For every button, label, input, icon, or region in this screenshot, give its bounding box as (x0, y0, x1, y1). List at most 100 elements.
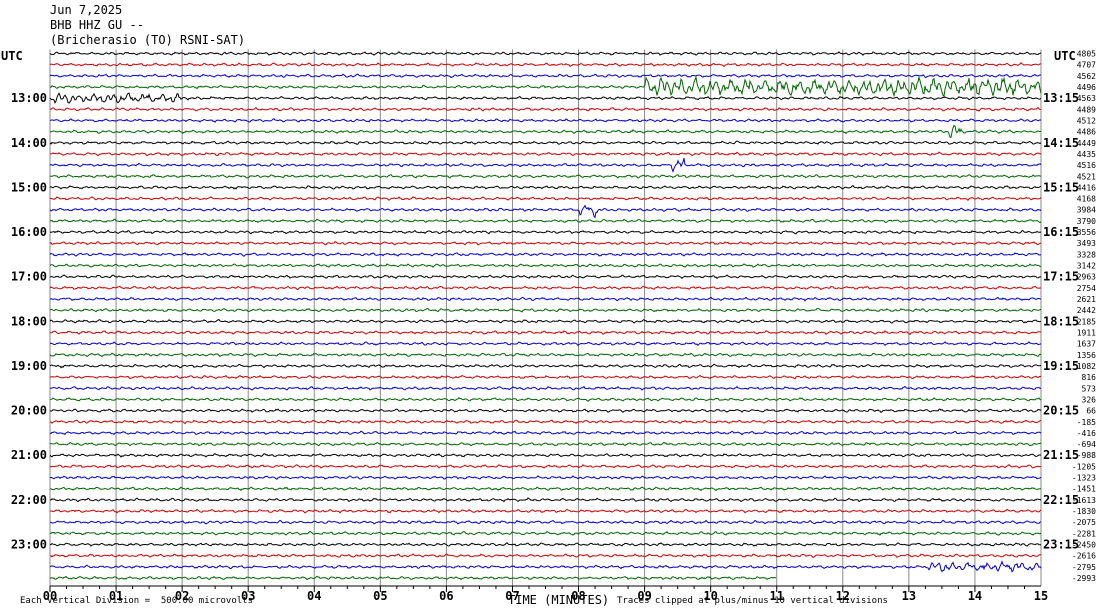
trace-offset-label: 3790 (1077, 217, 1096, 226)
x-tick-label: 07 (505, 589, 519, 603)
x-tick-label: 15 (1034, 589, 1048, 603)
seismic-trace (49, 352, 1042, 358)
seismic-trace (49, 274, 1041, 280)
left-hour-label: 16:00 (11, 225, 47, 239)
trace-offset-label: 1082 (1077, 362, 1096, 371)
seismic-trace (49, 263, 1041, 268)
trace-offset-label: -1830 (1072, 507, 1096, 516)
left-hour-label: 15:00 (11, 180, 47, 194)
trace-offset-label: 1637 (1077, 340, 1096, 349)
seismic-trace (49, 204, 1042, 219)
seismic-trace (49, 575, 777, 581)
trace-offset-label: 2621 (1077, 295, 1096, 304)
left-hour-label: 23:00 (11, 538, 47, 552)
right-hour-label: 15:15 (1043, 180, 1079, 194)
right-hour-label: 23:15 (1043, 538, 1079, 552)
trace-offset-label: 4521 (1077, 172, 1096, 181)
x-tick-label: 10 (703, 589, 717, 603)
trace-offset-label: -2281 (1072, 529, 1096, 538)
right-hour-label: 14:15 (1043, 136, 1079, 150)
right-hour-label: 16:15 (1043, 225, 1079, 239)
trace-offset-label: 2963 (1077, 273, 1096, 282)
seismic-trace (49, 363, 1042, 369)
x-tick-label: 08 (571, 589, 585, 603)
trace-offset-label: -185 (1077, 418, 1096, 427)
seismic-trace (49, 124, 1042, 138)
left-hour-label: 17:00 (11, 270, 47, 284)
seismic-trace (49, 73, 1042, 79)
trace-offset-label: -1323 (1072, 474, 1096, 483)
seismic-trace (49, 118, 1041, 123)
x-tick-label: 03 (241, 589, 255, 603)
left-hour-label: 20:00 (11, 404, 47, 418)
trace-offset-label: 4512 (1077, 116, 1096, 125)
seismic-trace (49, 408, 1042, 414)
trace-offset-label: -1451 (1072, 485, 1096, 494)
trace-layer (49, 50, 1042, 581)
seismic-trace (50, 385, 1042, 391)
seismic-trace (50, 508, 1042, 514)
label-layer: 00 01 02 03 04 05 06 07 08 09 10 11 12 13 14 15 4805 4707… (1, 49, 1096, 603)
trace-offset-label: 2754 (1077, 284, 1096, 293)
seismic-trace (49, 430, 1042, 436)
seismic-trace (49, 419, 1042, 425)
trace-offset-label: -694 (1077, 440, 1096, 449)
seismic-trace (49, 196, 1042, 202)
left-hour-label: 18:00 (11, 314, 47, 328)
header-channel: BHB HHZ GU -- (50, 18, 144, 32)
left-hour-label: 22:00 (11, 493, 47, 507)
x-tick-label: 06 (439, 589, 453, 603)
seismic-trace (49, 486, 1041, 492)
seismic-trace (49, 396, 1042, 402)
trace-offset-label: 4496 (1077, 83, 1096, 92)
seismic-trace (49, 441, 1042, 447)
trace-offset-label: 3493 (1077, 239, 1096, 248)
seismic-trace (49, 229, 1042, 235)
clip-note: Traces clipped at plus/minus 10 vertical… (617, 596, 888, 606)
trace-offset-label: -1613 (1072, 496, 1096, 505)
trace-offset-label: 4168 (1077, 195, 1096, 204)
seismic-trace (50, 519, 1042, 525)
x-tick-label: 12 (836, 589, 850, 603)
trace-offset-label: -1205 (1072, 462, 1096, 471)
trace-offset-label: 3328 (1077, 250, 1096, 259)
trace-offset-label: -416 (1077, 429, 1096, 438)
right-hour-label: 13:15 (1043, 91, 1079, 105)
trace-offset-label: -2450 (1072, 541, 1096, 550)
seismic-trace (49, 75, 1042, 98)
trace-offset-label: 816 (1082, 373, 1097, 382)
seismic-trace (49, 553, 1042, 558)
trace-offset-label: -988 (1077, 451, 1096, 460)
grid-layer (49, 49, 1042, 592)
trace-offset-label: 3984 (1077, 206, 1096, 215)
seismic-trace (49, 173, 1042, 179)
x-axis-title: TIME (MINUTES) (508, 593, 610, 607)
seismic-trace (49, 475, 1042, 480)
trace-offset-label: 66 (1086, 407, 1096, 416)
trace-offset-label: 4707 (1077, 61, 1096, 70)
trace-offset-label: -2795 (1072, 563, 1096, 572)
seismic-trace (49, 307, 1042, 313)
seismic-trace (49, 50, 1042, 56)
seismic-trace (49, 92, 1042, 104)
right-hour-label: 18:15 (1043, 314, 1079, 328)
seismic-trace (49, 184, 1042, 190)
seismic-trace (49, 318, 1042, 324)
trace-offset-label: 3142 (1077, 262, 1096, 271)
right-hour-label: 19:15 (1043, 359, 1079, 373)
trace-offset-label: 1911 (1077, 328, 1096, 337)
trace-offset-label: 3556 (1077, 228, 1096, 237)
trace-offset-label: -2993 (1072, 574, 1096, 583)
seismic-trace (49, 452, 1042, 458)
seismic-trace (49, 296, 1042, 302)
x-tick-label: 13 (902, 589, 916, 603)
trace-offset-label: 4449 (1077, 139, 1096, 148)
x-tick-label: 14 (968, 589, 982, 603)
seismic-trace (49, 241, 1042, 246)
seismic-trace (50, 542, 1042, 547)
trace-offset-label: 573 (1082, 384, 1097, 393)
x-tick-label: 05 (373, 589, 387, 603)
seismic-trace (50, 151, 1042, 157)
seismic-trace (49, 157, 1042, 173)
